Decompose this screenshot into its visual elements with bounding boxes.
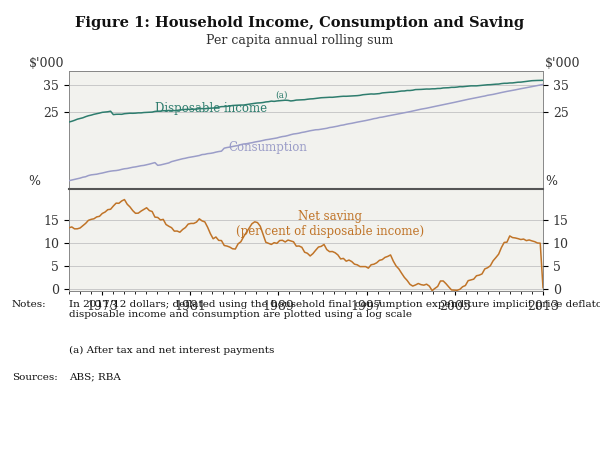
Text: (a) After tax and net interest payments: (a) After tax and net interest payments (69, 346, 274, 355)
Text: $'000: $'000 (29, 57, 64, 70)
Text: Net saving
(per cent of disposable income): Net saving (per cent of disposable incom… (236, 210, 424, 238)
Text: Notes:: Notes: (12, 300, 47, 309)
Text: $'000: $'000 (545, 57, 581, 70)
Text: Consumption: Consumption (229, 141, 308, 154)
Text: Figure 1: Household Income, Consumption and Saving: Figure 1: Household Income, Consumption … (76, 16, 524, 30)
Text: Disposable income: Disposable income (155, 102, 267, 115)
Text: (a): (a) (275, 90, 287, 99)
Text: ABS; RBA: ABS; RBA (69, 372, 121, 382)
Text: %: % (545, 175, 557, 188)
Text: Sources:: Sources: (12, 372, 58, 382)
Text: %: % (29, 175, 41, 188)
Text: Per capita annual rolling sum: Per capita annual rolling sum (206, 34, 394, 47)
Text: In 2011/12 dollars; deflated using the household final consumption expenditure i: In 2011/12 dollars; deflated using the h… (69, 300, 600, 319)
